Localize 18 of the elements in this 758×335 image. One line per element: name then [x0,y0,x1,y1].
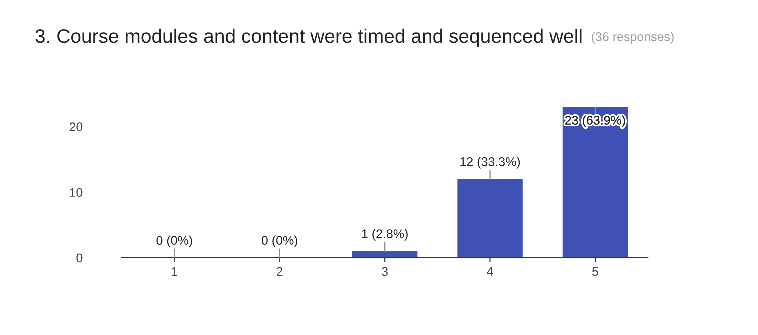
y-tick-label: 20 [70,122,83,132]
bar [352,251,418,258]
chart-title: 3. Course modules and content were timed and sequenced well [36,28,582,48]
bar [562,107,628,258]
x-tick-label: 5 [592,267,598,276]
x-tick-label: 4 [487,267,494,276]
y-tick-label: 10 [70,188,83,198]
x-tick-label: 2 [277,267,283,276]
data-label: 0 (0%) [262,236,298,248]
data-label: 12 (33.3%) [460,157,520,169]
x-tick-label: 3 [382,267,388,276]
data-label: 0 (0%) [156,236,192,248]
y-tick-label: 0 [76,254,83,263]
bar [458,179,523,258]
x-tick-label: 1 [172,267,178,276]
data-label: 1 (2.8%) [362,229,408,241]
chart-subtitle: (36 responses) [592,32,674,44]
data-label: 23 (63.9%) [566,116,626,128]
